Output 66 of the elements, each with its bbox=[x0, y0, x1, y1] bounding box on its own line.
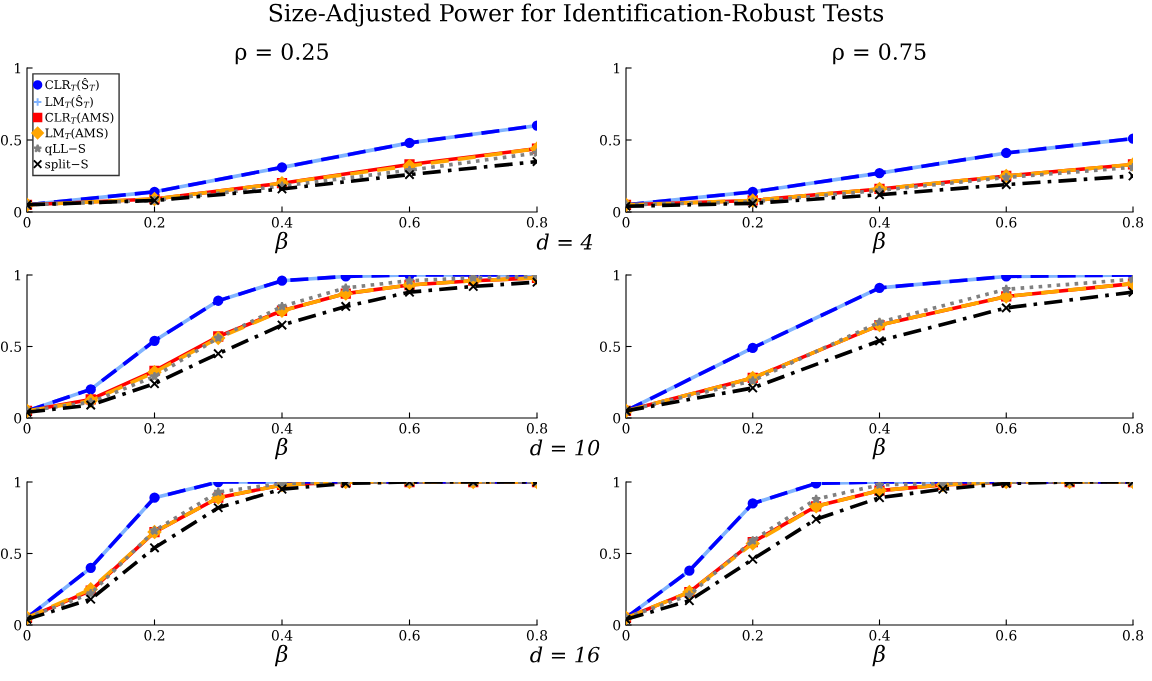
y-tick-label: 0.5 bbox=[599, 548, 621, 559]
text: d = 16 bbox=[530, 646, 600, 663]
y-tick-label: 0 bbox=[14, 412, 22, 424]
y-tick-label: 0.5 bbox=[0, 134, 22, 146]
y-tick-label: 1 bbox=[15, 62, 21, 74]
x-tick-label: 0.8 bbox=[1122, 217, 1144, 228]
x-tick-label: 0 bbox=[622, 423, 630, 434]
x-tick-label: 0.4 bbox=[271, 217, 293, 228]
y-tick-label: 1 bbox=[614, 476, 620, 488]
x-tick-label: 0.6 bbox=[399, 630, 420, 641]
x-tick-label: 0.6 bbox=[996, 423, 1017, 434]
x-tick-label: 0.2 bbox=[742, 423, 763, 434]
x-axis-title: β bbox=[274, 644, 288, 667]
legend-label: CLR$_{T}$(AMS) bbox=[45, 112, 114, 124]
x-axis-title: β bbox=[872, 437, 885, 460]
y-tick-label: 1 bbox=[15, 476, 21, 488]
x-tick-label: 0.2 bbox=[144, 423, 165, 434]
y-tick-label: 1 bbox=[15, 269, 21, 281]
y-tick-label: 0 bbox=[613, 412, 621, 424]
x-axis-title: β bbox=[872, 644, 885, 667]
legend-label: qLL−S bbox=[45, 143, 86, 156]
x-tick-label: 0.6 bbox=[399, 217, 420, 228]
x-tick-label: 0.4 bbox=[271, 423, 293, 434]
x-tick-label: 0.8 bbox=[526, 630, 548, 641]
x-tick-label: 0.6 bbox=[996, 217, 1017, 228]
x-tick-label: 0.2 bbox=[742, 630, 763, 641]
text: d = 10 bbox=[530, 439, 600, 456]
x-tick-label: 0.2 bbox=[144, 630, 165, 641]
x-tick-label: 0.4 bbox=[271, 630, 293, 641]
y-tick-label: 0.5 bbox=[599, 341, 621, 352]
y-tick-label: 0 bbox=[613, 619, 621, 631]
x-tick-label: 0.4 bbox=[869, 423, 890, 434]
y-tick-label: 0 bbox=[14, 206, 22, 218]
legend-label: LM$_{T}$(AMS) bbox=[45, 128, 108, 139]
y-tick-label: 1 bbox=[614, 62, 620, 74]
x-tick-label: 0.6 bbox=[996, 630, 1017, 641]
legend-label: CLR$_{T}$(Ŝ$_{T}$) bbox=[45, 78, 99, 91]
text: Size-Adjusted Power for Identification-Robust Tests bbox=[269, 3, 884, 27]
x-tick-label: 0 bbox=[23, 423, 31, 434]
x-tick-label: 0.2 bbox=[144, 217, 165, 228]
y-tick-label: 0 bbox=[14, 619, 22, 631]
legend-label: split−S bbox=[45, 159, 88, 171]
y-tick-label: 1 bbox=[614, 269, 620, 281]
x-tick-label: 0 bbox=[622, 217, 630, 228]
chart-title: ρ = 0.75 bbox=[833, 43, 926, 65]
y-tick-label: 0.5 bbox=[599, 134, 621, 146]
legend-label: LM$_{T}$(Ŝ$_{T}$) bbox=[45, 95, 93, 108]
x-tick-label: 0.6 bbox=[399, 423, 420, 434]
y-tick-label: 0.5 bbox=[0, 548, 22, 559]
x-tick-label: 0 bbox=[23, 217, 31, 228]
text: d = 4 bbox=[536, 233, 593, 250]
x-axis-title: β bbox=[274, 437, 288, 460]
x-axis-title: β bbox=[872, 231, 885, 254]
x-tick-label: 0.8 bbox=[526, 423, 548, 434]
x-axis-title: β bbox=[274, 231, 288, 254]
x-tick-label: 0.2 bbox=[742, 217, 763, 228]
chart-title: ρ = 0.25 bbox=[235, 43, 328, 65]
y-tick-label: 0 bbox=[613, 206, 621, 218]
x-tick-label: 0.8 bbox=[1122, 630, 1144, 641]
x-tick-label: 0.8 bbox=[526, 217, 548, 228]
y-tick-label: 0.5 bbox=[0, 341, 22, 352]
x-tick-label: 0.4 bbox=[869, 217, 890, 228]
x-tick-label: 0.4 bbox=[869, 630, 890, 641]
x-tick-label: 0.8 bbox=[1122, 423, 1144, 434]
x-tick-label: 0 bbox=[622, 630, 630, 641]
x-tick-label: 0 bbox=[23, 630, 31, 641]
